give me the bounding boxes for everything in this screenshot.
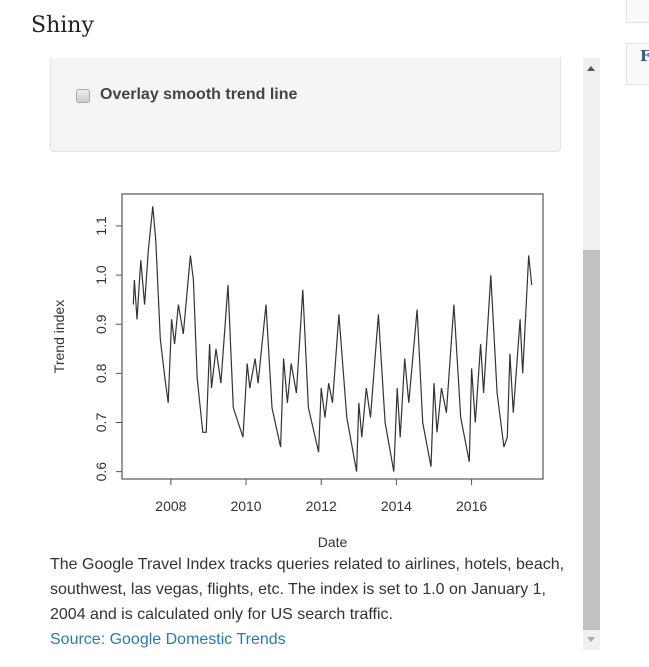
app-title: Shiny (31, 13, 94, 38)
trend-checkbox-label[interactable]: Overlay smooth trend line (100, 86, 298, 103)
y-tick-label: 1.0 (93, 265, 109, 285)
x-tick-label: 2012 (306, 498, 337, 514)
scrollbar-thumb[interactable] (583, 250, 600, 630)
plot-frame (121, 193, 544, 480)
x-tick-label: 2008 (155, 498, 186, 514)
y-tick-label: 0.7 (93, 413, 109, 433)
y-tick-label: 1.1 (93, 216, 109, 236)
sidebar-panel: Overlay smooth trend line (50, 58, 561, 152)
y-tick-label: 0.8 (93, 363, 109, 383)
side-panel-box (626, 0, 649, 23)
description: The Google Travel Index tracks queries r… (50, 552, 570, 650)
x-tick-label: 2010 (230, 498, 261, 514)
app-frame: Overlay smooth trend line 2008 2010 2012 20… (0, 58, 600, 650)
trend-checkbox[interactable] (76, 89, 90, 103)
scroll-up-arrow-icon[interactable] (587, 66, 595, 71)
y-tick-label: 0.6 (93, 462, 109, 482)
x-axis-label: Date (318, 534, 348, 550)
scrollbar[interactable] (583, 58, 600, 650)
trend-chart: 2008 2010 2012 2014 2016 0.6 0.7 0.8 0.9 1.0 1.1 Da… (51, 193, 544, 550)
x-tick-label: 2014 (381, 498, 412, 514)
trend-series-line (132, 206, 533, 472)
description-text: The Google Travel Index tracks queries r… (50, 556, 565, 623)
scroll-down-arrow-icon[interactable] (587, 637, 595, 642)
side-panel-letter: F (640, 47, 649, 65)
y-axis-label: Trend index (51, 300, 67, 373)
x-tick-label: 2016 (456, 498, 487, 514)
side-panel-box[interactable]: F (626, 43, 649, 85)
y-tick-label: 0.9 (93, 314, 109, 334)
source-link[interactable]: Source: Google Domestic Trends (50, 631, 286, 648)
